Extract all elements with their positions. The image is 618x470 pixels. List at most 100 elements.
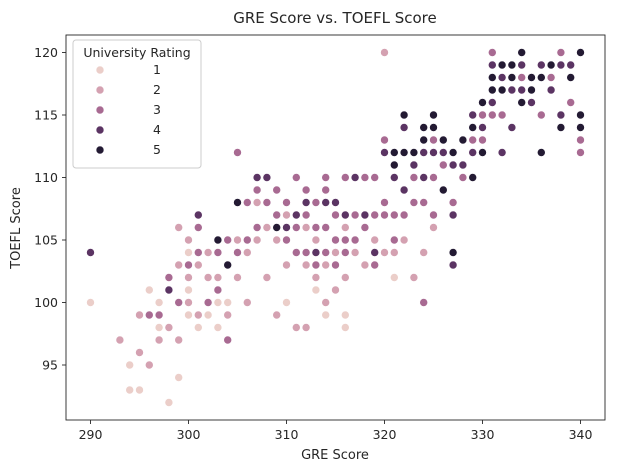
y-tick-label: 95: [42, 358, 58, 373]
data-point-rating-4: [497, 73, 507, 82]
data-point-rating-1: [389, 273, 399, 282]
data-point-rating-3: [291, 173, 301, 182]
data-point-rating-5: [419, 123, 429, 132]
data-point-rating-4: [301, 198, 311, 207]
data-point-rating-5: [497, 60, 507, 70]
data-point-rating-3: [380, 198, 389, 207]
data-point-rating-3: [409, 173, 419, 182]
data-point-rating-2: [243, 248, 252, 257]
data-point-rating-2: [429, 223, 438, 232]
data-point-rating-3: [419, 298, 429, 307]
legend: University Rating 1 2 3 4 5: [72, 39, 202, 169]
data-point-rating-4: [546, 85, 556, 95]
data-point-rating-4: [497, 148, 507, 157]
data-point-rating-2: [282, 260, 291, 270]
data-point-rating-2: [184, 273, 193, 282]
data-point-rating-3: [478, 135, 487, 145]
data-point-rating-5: [438, 135, 448, 145]
data-point-rating-3: [350, 210, 360, 220]
data-point-rating-3: [360, 173, 370, 182]
data-point-rating-5: [507, 73, 517, 82]
data-point-rating-5: [536, 148, 546, 157]
data-point-rating-3: [380, 210, 389, 220]
data-point-rating-4: [331, 198, 340, 207]
data-point-rating-3: [429, 135, 438, 145]
data-point-rating-4: [507, 85, 517, 95]
data-point-rating-5: [527, 85, 536, 95]
data-point-rating-2: [233, 273, 242, 282]
data-point-rating-3: [487, 110, 497, 120]
data-point-rating-3: [546, 73, 556, 82]
data-point-rating-5: [468, 173, 478, 182]
data-point-rating-3: [243, 235, 252, 245]
data-point-rating-1: [174, 373, 183, 382]
data-point-rating-2: [262, 223, 272, 232]
data-point-rating-5: [517, 98, 527, 107]
data-point-rating-2: [145, 360, 154, 370]
data-point-rating-3: [311, 223, 321, 232]
data-point-rating-4: [321, 198, 331, 207]
data-point-rating-3: [321, 185, 331, 195]
data-point-rating-4: [419, 148, 429, 157]
x-axis-label: GRE Score: [301, 448, 369, 463]
data-point-rating-2: [311, 273, 321, 282]
legend-title: University Rating: [83, 45, 190, 60]
data-point-rating-2: [321, 298, 331, 307]
data-point-rating-3: [311, 260, 321, 270]
data-point-rating-4: [291, 210, 301, 220]
data-point-rating-2: [115, 335, 125, 345]
data-point-rating-5: [399, 110, 409, 120]
data-point-rating-2: [174, 260, 183, 270]
legend-frame: [72, 39, 202, 169]
data-point-rating-3: [321, 248, 331, 257]
data-point-rating-5: [478, 98, 487, 107]
data-point-rating-3: [429, 173, 438, 182]
data-point-rating-3: [468, 135, 478, 145]
data-point-rating-4: [458, 160, 468, 170]
data-point-rating-4: [448, 260, 458, 270]
data-point-rating-2: [350, 248, 360, 257]
data-point-rating-3: [497, 110, 507, 120]
data-point-rating-5: [233, 198, 242, 207]
data-point-rating-4: [517, 60, 527, 70]
data-point-rating-3: [301, 185, 311, 195]
data-point-rating-5: [527, 73, 536, 82]
data-point-rating-4: [409, 160, 419, 170]
data-point-rating-4: [507, 123, 517, 132]
data-point-rating-5: [429, 110, 438, 120]
data-point-rating-3: [272, 210, 282, 220]
data-point-rating-3: [409, 198, 419, 207]
data-point-rating-2: [370, 235, 380, 245]
data-point-rating-2: [272, 310, 282, 320]
data-point-rating-5: [517, 48, 527, 57]
data-point-rating-2: [194, 310, 203, 320]
data-point-rating-3: [291, 248, 301, 257]
data-point-rating-4: [252, 173, 262, 182]
legend-marker-rating-5: [95, 145, 105, 155]
data-point-rating-3: [194, 248, 203, 257]
data-point-rating-3: [340, 235, 350, 245]
data-point-rating-2: [301, 223, 311, 232]
data-point-rating-3: [321, 223, 331, 232]
data-point-rating-3: [262, 198, 272, 207]
data-point-rating-3: [203, 298, 213, 307]
data-point-rating-3: [536, 110, 546, 120]
data-point-rating-5: [419, 135, 429, 145]
data-point-rating-3: [438, 160, 448, 170]
data-point-rating-5: [487, 85, 497, 95]
data-point-rating-3: [556, 48, 566, 57]
data-point-rating-5: [448, 248, 458, 257]
legend-label-rating-1: 1: [153, 62, 161, 77]
data-point-rating-2: [380, 48, 389, 57]
data-point-rating-2: [380, 248, 389, 257]
data-point-rating-3: [399, 210, 409, 220]
data-point-rating-3: [487, 48, 497, 57]
data-point-rating-1: [340, 323, 350, 332]
data-point-rating-4: [517, 85, 527, 95]
data-point-rating-1: [154, 323, 164, 332]
data-point-rating-4: [487, 60, 497, 70]
data-point-rating-3: [380, 135, 389, 145]
data-point-rating-5: [497, 85, 507, 95]
data-point-rating-1: [184, 285, 193, 295]
data-point-rating-3: [252, 223, 262, 232]
